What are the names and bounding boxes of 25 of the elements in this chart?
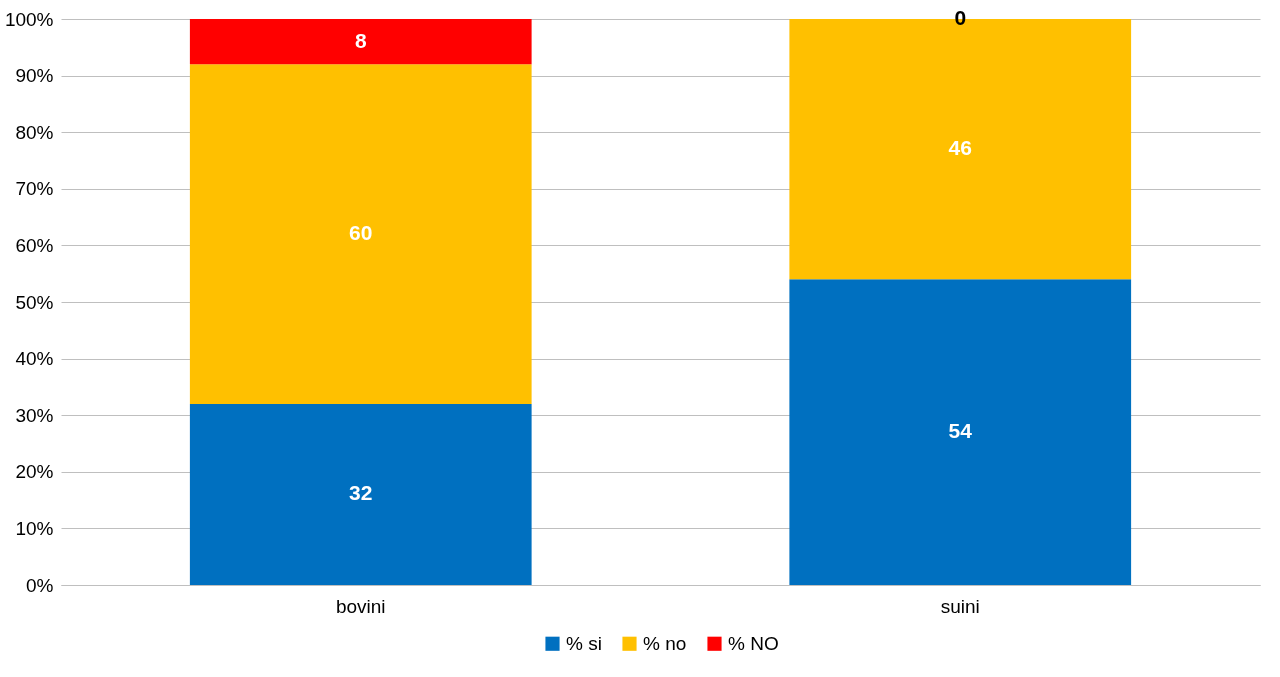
bar: [189, 64, 532, 404]
y-tick-label: 30%: [15, 404, 54, 426]
bar: [189, 403, 532, 585]
y-tick-label: 20%: [15, 461, 54, 483]
legend-label: % NO: [728, 632, 779, 654]
y-tick-label: 80%: [15, 121, 54, 143]
y-tick-label: 40%: [15, 348, 54, 370]
y-tick-label: 60%: [15, 234, 54, 256]
y-tick-label: 50%: [15, 291, 54, 313]
x-tick-label: bovini: [335, 595, 386, 617]
bar: [789, 279, 1132, 585]
legend-label: % si: [566, 632, 602, 654]
data-label: 54: [948, 419, 973, 443]
y-tick-label: 0%: [26, 574, 54, 596]
y-tick-label: 100%: [4, 8, 54, 30]
y-tick-label: 90%: [15, 65, 54, 87]
data-label: 8: [354, 28, 367, 52]
data-label: 60: [349, 221, 373, 245]
legend-label: % no: [643, 632, 687, 654]
y-tick-label: 10%: [15, 517, 54, 539]
data-label: 46: [948, 136, 972, 160]
y-tick-label: 70%: [15, 178, 54, 200]
data-label: 32: [349, 481, 373, 505]
bar: [189, 19, 532, 65]
x-tick-label: suini: [940, 595, 980, 617]
